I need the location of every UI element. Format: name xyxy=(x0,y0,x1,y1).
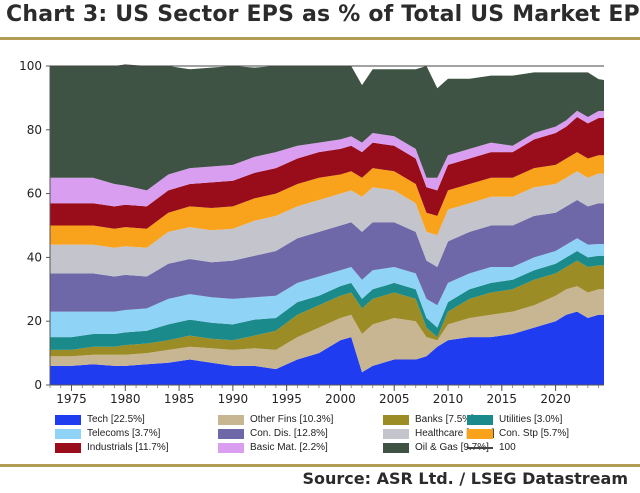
y-tick-label: 80 xyxy=(27,123,42,137)
legend-label: Basic Mat. [2.2%] xyxy=(250,442,328,453)
x-tick-label: 2010 xyxy=(433,392,464,406)
series-area-7 xyxy=(50,152,604,248)
legend-swatch xyxy=(383,428,409,439)
legend-label: 100 xyxy=(499,442,516,453)
title-rule xyxy=(0,37,640,40)
legend-item: Telecoms [3.7%] xyxy=(55,428,160,439)
legend-item: Industrials [11.7%] xyxy=(55,442,169,453)
legend-swatch xyxy=(467,446,493,449)
legend-swatch xyxy=(383,414,409,425)
y-tick-label: 60 xyxy=(27,187,42,201)
legend-swatch xyxy=(218,414,244,425)
legend-swatch xyxy=(467,428,493,439)
series-area-0 xyxy=(50,311,604,385)
legend-item: Basic Mat. [2.2%] xyxy=(218,442,328,453)
legend-label: Industrials [11.7%] xyxy=(87,442,169,453)
series-area-1 xyxy=(50,286,604,373)
legend-item: Other Fins [10.3%] xyxy=(218,414,333,425)
y-tick-label: 100 xyxy=(19,59,42,73)
legend-label: Other Fins [10.3%] xyxy=(250,414,334,425)
y-tick-label: 0 xyxy=(34,378,42,392)
legend-item: 100 xyxy=(467,442,516,453)
area-layers xyxy=(50,64,604,385)
y-tick-label: 40 xyxy=(27,250,42,264)
source-rule xyxy=(0,464,640,467)
legend-label: Con. Stp [5.7%] xyxy=(499,428,570,439)
legend-swatch xyxy=(383,442,409,453)
x-tick-label: 1995 xyxy=(271,392,302,406)
x-tick-label: 2020 xyxy=(540,392,571,406)
series-area-4 xyxy=(50,238,604,338)
x-tick-label: 1980 xyxy=(110,392,141,406)
legend-label: Healthcare [9.3%] xyxy=(415,428,495,439)
stacked-area-chart: 0 20 40 60 80 100 1975 1980 1985 1990 1995 2000 2005… xyxy=(19,59,604,406)
legend-item: Utilities [3.0%] xyxy=(467,414,562,425)
legend-swatch xyxy=(218,428,244,439)
x-tick-label: 1975 xyxy=(56,392,87,406)
source-note: Source: ASR Ltd. / LSEG Datastream xyxy=(302,469,628,488)
series-area-8 xyxy=(50,117,604,229)
legend-swatch xyxy=(55,414,81,425)
legend-item: Con. Stp [5.7%] xyxy=(467,428,569,439)
legend-item: Tech [22.5%] xyxy=(55,414,145,425)
legend-item: Con. Dis. [12.8%] xyxy=(218,428,328,439)
legend-label: Telecoms [3.7%] xyxy=(87,428,161,439)
series-area-2 xyxy=(50,260,604,357)
legend-label: Banks [7.5%] xyxy=(415,414,474,425)
series-area-6 xyxy=(50,171,604,277)
x-tick-label: 1985 xyxy=(164,392,195,406)
x-tick-label: 2005 xyxy=(379,392,410,406)
legend-item: Healthcare [9.3%] xyxy=(383,428,495,439)
legend-swatch xyxy=(55,442,81,453)
x-tick-label: 2000 xyxy=(325,392,356,406)
legend-swatch xyxy=(218,442,244,453)
legend-label: Utilities [3.0%] xyxy=(499,414,563,425)
series-area-10 xyxy=(50,64,604,191)
y-tick-label: 20 xyxy=(27,314,42,328)
legend-item: Banks [7.5%] xyxy=(383,414,474,425)
legend: Tech [22.5%] Other Fins [10.3%] Banks [7.5… xyxy=(0,414,640,458)
legend-label: Con. Dis. [12.8%] xyxy=(250,428,328,439)
series-area-3 xyxy=(50,251,604,350)
x-tick-label: 1990 xyxy=(218,392,249,406)
axes: 0 20 40 60 80 100 1975 1980 1985 1990 1995 2000 2005… xyxy=(19,59,604,406)
chart-title: Chart 3: US Sector EPS as % of Total US … xyxy=(6,2,640,27)
legend-label: Tech [22.5%] xyxy=(87,414,145,425)
legend-label: Oil & Gas [9.7%] xyxy=(415,442,489,453)
series-area-9 xyxy=(50,110,604,207)
legend-swatch xyxy=(467,414,493,425)
legend-item: Oil & Gas [9.7%] xyxy=(383,442,489,453)
x-tick-label: 2015 xyxy=(487,392,518,406)
legend-swatch xyxy=(55,428,81,439)
series-area-5 xyxy=(50,200,604,312)
